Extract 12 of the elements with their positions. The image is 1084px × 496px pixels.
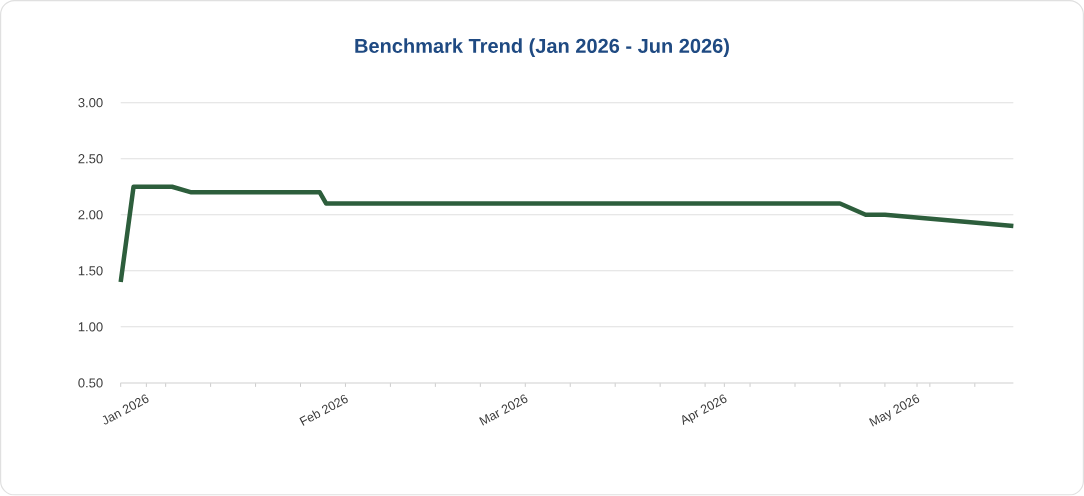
y-tick-label: 1.00 [78, 322, 103, 332]
x-tick-label: May 2026 [868, 394, 920, 427]
y-tick-label: 2.50 [78, 154, 103, 164]
y-tick-label: 2.00 [78, 210, 103, 220]
y-tick-label: 0.50 [78, 378, 103, 388]
chart-title: Benchmark Trend (Jan 2026 - Jun 2026) [355, 38, 729, 58]
x-tick-label: Mar 2026 [479, 394, 528, 426]
x-tick-label: Jan 2026 [102, 394, 149, 425]
y-tick-label: 3.00 [78, 98, 103, 108]
x-tick-label: Feb 2026 [299, 395, 348, 426]
x-tick-label: Apr 2026 [682, 394, 727, 426]
y-tick-label: 1.50 [78, 266, 103, 276]
